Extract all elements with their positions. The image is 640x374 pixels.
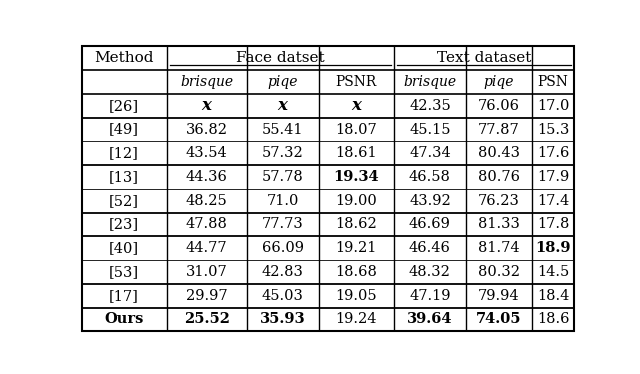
Text: 77.73: 77.73	[262, 218, 303, 232]
Text: 29.97: 29.97	[186, 289, 228, 303]
Text: 80.32: 80.32	[478, 265, 520, 279]
Text: [40]: [40]	[109, 241, 140, 255]
Text: 44.36: 44.36	[186, 170, 228, 184]
Text: 47.34: 47.34	[409, 146, 451, 160]
Text: 45.03: 45.03	[262, 289, 303, 303]
Text: 76.06: 76.06	[478, 99, 520, 113]
Text: 57.32: 57.32	[262, 146, 303, 160]
Text: 17.8: 17.8	[537, 218, 570, 232]
Text: brisque: brisque	[180, 75, 233, 89]
Text: 31.07: 31.07	[186, 265, 228, 279]
Text: 17.0: 17.0	[537, 99, 570, 113]
Text: 46.69: 46.69	[409, 218, 451, 232]
Text: 66.09: 66.09	[262, 241, 303, 255]
Text: 46.46: 46.46	[409, 241, 451, 255]
Text: 17.4: 17.4	[537, 194, 569, 208]
Text: x: x	[351, 97, 361, 114]
Text: 19.05: 19.05	[335, 289, 377, 303]
Text: 43.54: 43.54	[186, 146, 228, 160]
Text: 43.92: 43.92	[409, 194, 451, 208]
Text: PSN: PSN	[538, 75, 568, 89]
Text: 15.3: 15.3	[537, 123, 570, 137]
Text: 19.21: 19.21	[335, 241, 377, 255]
Text: 80.76: 80.76	[478, 170, 520, 184]
Text: 47.88: 47.88	[186, 218, 228, 232]
Text: 76.23: 76.23	[478, 194, 520, 208]
Text: 18.68: 18.68	[335, 265, 377, 279]
Text: 79.94: 79.94	[478, 289, 520, 303]
Text: [12]: [12]	[109, 146, 139, 160]
Text: [52]: [52]	[109, 194, 139, 208]
Text: 81.74: 81.74	[478, 241, 520, 255]
Text: 18.61: 18.61	[335, 146, 377, 160]
Text: 47.19: 47.19	[409, 289, 451, 303]
Text: x: x	[278, 97, 287, 114]
Text: 77.87: 77.87	[478, 123, 520, 137]
Text: 39.64: 39.64	[407, 312, 452, 327]
Text: 19.34: 19.34	[333, 170, 379, 184]
Text: 14.5: 14.5	[537, 265, 569, 279]
Text: 80.43: 80.43	[478, 146, 520, 160]
Text: x: x	[202, 97, 212, 114]
Text: 18.4: 18.4	[537, 289, 570, 303]
Text: PSNR: PSNR	[335, 75, 377, 89]
Text: [13]: [13]	[109, 170, 139, 184]
Text: [53]: [53]	[109, 265, 140, 279]
Text: piqe: piqe	[484, 75, 514, 89]
Text: 46.58: 46.58	[409, 170, 451, 184]
Text: 25.52: 25.52	[184, 312, 230, 327]
Text: 18.6: 18.6	[537, 312, 570, 327]
Text: 71.0: 71.0	[266, 194, 299, 208]
Text: [49]: [49]	[109, 123, 139, 137]
Text: [17]: [17]	[109, 289, 139, 303]
Text: [26]: [26]	[109, 99, 140, 113]
Text: 45.15: 45.15	[409, 123, 451, 137]
Text: piqe: piqe	[268, 75, 298, 89]
Text: 48.25: 48.25	[186, 194, 228, 208]
Text: 74.05: 74.05	[476, 312, 522, 327]
Text: 44.77: 44.77	[186, 241, 228, 255]
Text: 19.00: 19.00	[335, 194, 377, 208]
Text: 17.6: 17.6	[537, 146, 570, 160]
Text: brisque: brisque	[403, 75, 456, 89]
Text: 57.78: 57.78	[262, 170, 303, 184]
Text: 19.24: 19.24	[335, 312, 377, 327]
Text: 42.83: 42.83	[262, 265, 303, 279]
Text: 81.33: 81.33	[478, 218, 520, 232]
Text: [23]: [23]	[109, 218, 140, 232]
Text: 48.32: 48.32	[409, 265, 451, 279]
Text: 18.62: 18.62	[335, 218, 377, 232]
Text: 18.9: 18.9	[536, 241, 571, 255]
Text: 18.07: 18.07	[335, 123, 377, 137]
Text: 36.82: 36.82	[186, 123, 228, 137]
Text: Text dataset: Text dataset	[437, 51, 531, 65]
Text: Method: Method	[95, 51, 154, 65]
Text: 42.35: 42.35	[409, 99, 451, 113]
Text: Ours: Ours	[104, 312, 144, 327]
Text: Face datset: Face datset	[236, 51, 324, 65]
Text: 35.93: 35.93	[260, 312, 305, 327]
Text: 17.9: 17.9	[537, 170, 569, 184]
Text: 55.41: 55.41	[262, 123, 303, 137]
